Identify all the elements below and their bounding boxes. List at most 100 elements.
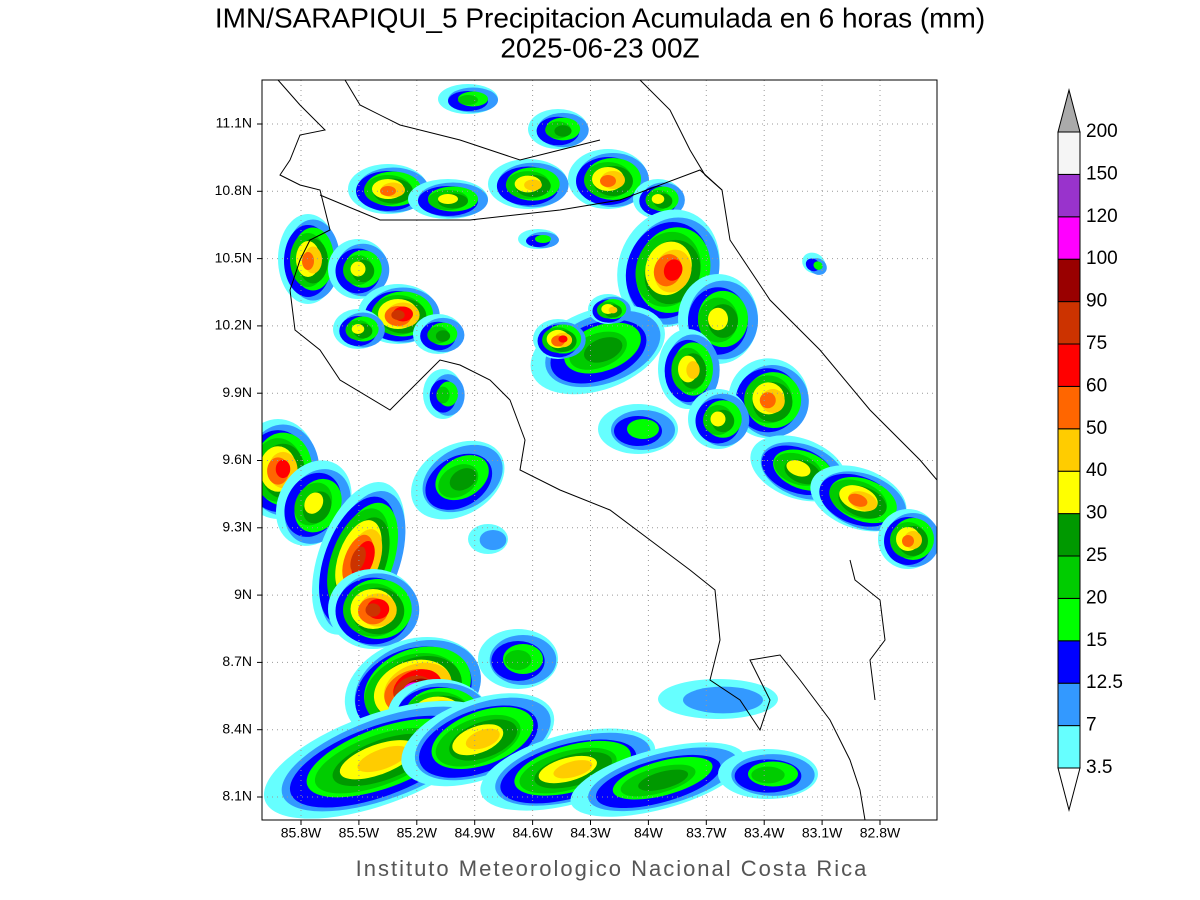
rain-area xyxy=(436,386,450,404)
rain-area xyxy=(686,361,700,379)
rain-area xyxy=(365,603,381,617)
rain-area xyxy=(350,261,366,277)
rain-area xyxy=(504,650,532,670)
rain-area xyxy=(600,175,616,187)
rain-area xyxy=(449,468,477,491)
lon-label: 84.6W xyxy=(512,825,553,841)
colorbar-over xyxy=(1057,88,1081,133)
colorbar-box xyxy=(1057,216,1081,260)
rain-area xyxy=(710,411,726,427)
colorbar-box xyxy=(1057,301,1081,345)
plot-frame xyxy=(261,79,938,821)
lat-label: 10.8N xyxy=(215,182,252,198)
lon-label: 82.8W xyxy=(860,825,901,841)
rain-area xyxy=(479,530,507,550)
lat-label: 9N xyxy=(234,586,252,602)
rain-area xyxy=(759,392,776,409)
rain-area xyxy=(554,125,572,137)
colorbar-box xyxy=(1057,428,1081,472)
rain-area xyxy=(553,760,593,779)
lon-label: 83.4W xyxy=(744,825,785,841)
colorbar-label: 12.5 xyxy=(1086,672,1123,693)
lat-label: 9.9N xyxy=(222,384,252,400)
colorbar-label: 50 xyxy=(1086,418,1107,439)
colorbar-label: 75 xyxy=(1086,333,1107,354)
rain-area xyxy=(627,419,659,439)
colorbar-label: 200 xyxy=(1086,121,1118,142)
coastlines xyxy=(277,80,937,820)
colorbar-label: 100 xyxy=(1086,248,1118,269)
rain-area xyxy=(302,252,314,270)
rain-area xyxy=(435,330,451,342)
lon-label: 85.8W xyxy=(281,825,322,841)
lon-label: 83.1W xyxy=(802,825,843,841)
rain-area xyxy=(786,460,811,477)
colorbar-box xyxy=(1057,131,1081,175)
rain-area xyxy=(535,235,551,243)
colorbar-box xyxy=(1057,258,1081,303)
rain-area xyxy=(583,337,623,363)
colorbar-label: 40 xyxy=(1086,460,1107,481)
colorbar-label: 15 xyxy=(1086,630,1107,651)
rain-area xyxy=(751,766,785,784)
lat-label: 10.5N xyxy=(215,249,252,265)
lat-label: 8.7N xyxy=(222,653,252,669)
lat-label: 11.1N xyxy=(216,115,252,131)
colorbar-label: 60 xyxy=(1086,375,1107,396)
rain-area xyxy=(391,310,405,320)
rain-area xyxy=(465,728,500,750)
grid: 11.1N 10.8N 10.5N 10.2N 9.9N 9.6N 9.3N 9N 8.7N 8.… xyxy=(215,80,937,841)
rain-area xyxy=(357,745,409,773)
colorbar-label: 120 xyxy=(1086,206,1118,227)
subtitle: 2025-06-23 00Z xyxy=(500,32,699,63)
rain-area xyxy=(651,194,665,204)
rain-area xyxy=(902,535,914,547)
colorbar-label: 3.5 xyxy=(1086,757,1112,778)
colorbar-label: 150 xyxy=(1086,163,1118,184)
colorbar-box xyxy=(1057,597,1081,642)
rain-area xyxy=(638,769,689,791)
lat-label: 8.1N xyxy=(222,788,252,804)
footer: Instituto Meteorologico Nacional Costa R… xyxy=(356,856,869,881)
colorbar-label: 20 xyxy=(1086,587,1107,608)
lat-label: 10.2N xyxy=(215,317,252,333)
pacific-coast xyxy=(277,80,866,820)
rain-area xyxy=(663,259,683,281)
rain-area xyxy=(275,459,291,479)
colorbar-label: 7 xyxy=(1086,715,1097,736)
colorbar-box xyxy=(1057,385,1081,430)
lon-label: 84.9W xyxy=(454,825,495,841)
colorbar-box xyxy=(1057,470,1081,515)
colorbar-box xyxy=(1057,173,1081,218)
lat-label: 9.6N xyxy=(222,451,252,467)
lat-label: 9.3N xyxy=(222,519,252,535)
lon-label: 85.5W xyxy=(339,825,380,841)
rain-area xyxy=(608,306,618,314)
colorbar-label: 25 xyxy=(1086,545,1107,566)
rain-area xyxy=(558,335,568,343)
lake-shore xyxy=(344,80,601,161)
caribbean-coast xyxy=(639,80,937,481)
colorbar-box xyxy=(1057,513,1081,557)
rain-area xyxy=(304,492,324,514)
lat-label: 8.4N xyxy=(222,720,252,736)
lon-label: 85.2W xyxy=(397,825,438,841)
rain-area xyxy=(351,324,365,334)
rain-area xyxy=(683,686,763,714)
precipitation-field xyxy=(262,84,937,819)
rain-area xyxy=(458,95,478,105)
rain-area xyxy=(438,194,458,204)
lon-label: 84W xyxy=(634,825,664,841)
nicaragua-border xyxy=(319,169,723,221)
rain-area xyxy=(708,307,728,331)
colorbar-label: 30 xyxy=(1086,503,1107,524)
rain-area xyxy=(350,546,366,573)
lon-label: 83.7W xyxy=(686,825,727,841)
title: IMN/SARAPIQUI_5 Precipitacion Acumulada … xyxy=(215,2,985,33)
panama-border xyxy=(849,559,886,701)
colorbar-under xyxy=(1057,767,1081,812)
lon-label: 84.3W xyxy=(570,825,611,841)
colorbar-label: 90 xyxy=(1086,291,1107,312)
colorbar-box xyxy=(1057,640,1081,684)
